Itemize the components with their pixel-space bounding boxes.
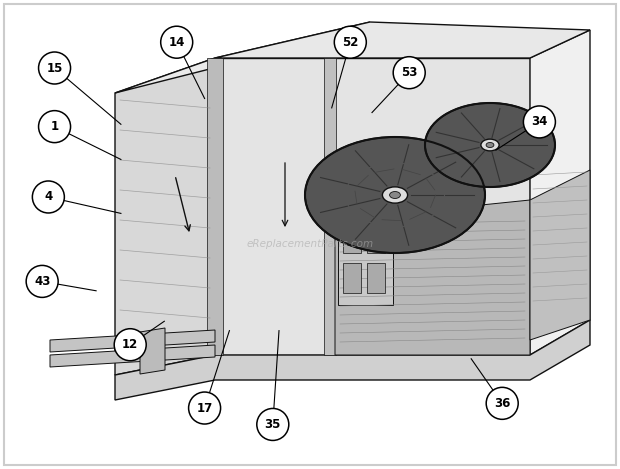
Circle shape [38,52,71,84]
Text: 4: 4 [44,190,53,204]
Circle shape [188,392,221,424]
Text: 34: 34 [531,115,547,129]
Circle shape [114,329,146,361]
Text: 17: 17 [197,401,213,415]
Ellipse shape [486,143,494,148]
Ellipse shape [305,137,485,253]
FancyBboxPatch shape [338,215,393,305]
FancyBboxPatch shape [367,263,385,293]
Polygon shape [215,22,590,58]
Text: 43: 43 [34,275,50,288]
Polygon shape [115,58,215,375]
Polygon shape [530,30,590,355]
Text: 53: 53 [401,66,417,79]
Polygon shape [324,58,336,355]
Circle shape [26,265,58,297]
Polygon shape [530,170,590,340]
Text: 1: 1 [50,120,59,133]
Polygon shape [115,320,590,400]
FancyBboxPatch shape [343,263,361,293]
Ellipse shape [481,139,499,151]
Polygon shape [50,345,215,367]
Text: 14: 14 [169,36,185,49]
Polygon shape [115,22,370,93]
FancyBboxPatch shape [343,223,361,253]
Polygon shape [335,200,530,355]
FancyBboxPatch shape [367,223,385,253]
Circle shape [523,106,556,138]
Polygon shape [140,328,165,374]
Ellipse shape [383,187,407,203]
Text: 12: 12 [122,338,138,351]
Polygon shape [50,330,215,352]
Polygon shape [207,58,223,355]
Circle shape [161,26,193,58]
Text: 15: 15 [46,61,63,75]
Text: 36: 36 [494,397,510,410]
Circle shape [257,408,289,440]
Text: eReplacementParts.com: eReplacementParts.com [246,239,374,249]
Circle shape [486,387,518,419]
Ellipse shape [425,103,555,187]
Text: 52: 52 [342,36,358,49]
Ellipse shape [389,191,401,198]
Circle shape [393,57,425,89]
Polygon shape [215,58,530,355]
Circle shape [38,111,71,143]
Circle shape [32,181,64,213]
Circle shape [334,26,366,58]
Text: 35: 35 [265,418,281,431]
